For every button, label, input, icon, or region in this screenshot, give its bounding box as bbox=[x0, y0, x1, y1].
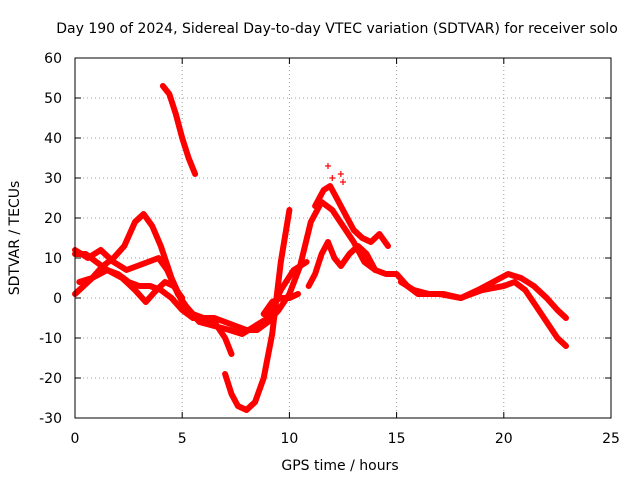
series-sat-c bbox=[72, 247, 310, 337]
y-tick-label: 50 bbox=[44, 91, 62, 107]
chart-title: Day 190 of 2024, Sidereal Day-to-day VTE… bbox=[56, 21, 618, 37]
y-tick-label: 10 bbox=[44, 251, 62, 267]
series-sat-g bbox=[305, 239, 379, 289]
x-tick-label: 15 bbox=[388, 431, 406, 447]
y-tick-label: 20 bbox=[44, 211, 62, 227]
tick-labels: 0 5 10 15 20 25 -30 -20 -10 0 10 20 30 40 50 60 bbox=[39, 51, 620, 447]
series-sat-f bbox=[260, 291, 301, 317]
y-axis-label: SDTVAR / TECUs bbox=[7, 181, 23, 296]
series-sat-d bbox=[159, 83, 199, 177]
x-axis-label: GPS time / hours bbox=[281, 458, 398, 474]
x-tick-label: 20 bbox=[495, 431, 513, 447]
outlier-markers bbox=[324, 163, 346, 185]
x-tick-label: 10 bbox=[280, 431, 298, 447]
series-sat-i bbox=[397, 271, 569, 321]
y-tick-label: 40 bbox=[44, 131, 62, 147]
y-tick-label: 60 bbox=[44, 51, 62, 67]
data-series bbox=[72, 83, 569, 413]
outlier-marker bbox=[324, 163, 331, 169]
x-tick-label: 25 bbox=[602, 431, 620, 447]
plot-frame bbox=[74, 57, 612, 419]
y-tick-label: 0 bbox=[53, 291, 62, 307]
outlier-marker bbox=[329, 175, 336, 181]
x-tick-label: 5 bbox=[178, 431, 187, 447]
x-tick-label: 0 bbox=[71, 431, 80, 447]
outlier-marker bbox=[337, 171, 344, 177]
series-sat-b bbox=[76, 211, 235, 357]
y-tick-label: -30 bbox=[39, 411, 62, 427]
y-tick-label: 30 bbox=[44, 171, 62, 187]
outlier-marker bbox=[340, 179, 346, 185]
y-tick-label: -10 bbox=[39, 331, 62, 347]
series-sat-e bbox=[222, 207, 293, 413]
series-sat-j bbox=[72, 267, 186, 305]
y-tick-label: -20 bbox=[39, 371, 62, 387]
series-sat-h bbox=[312, 183, 391, 249]
